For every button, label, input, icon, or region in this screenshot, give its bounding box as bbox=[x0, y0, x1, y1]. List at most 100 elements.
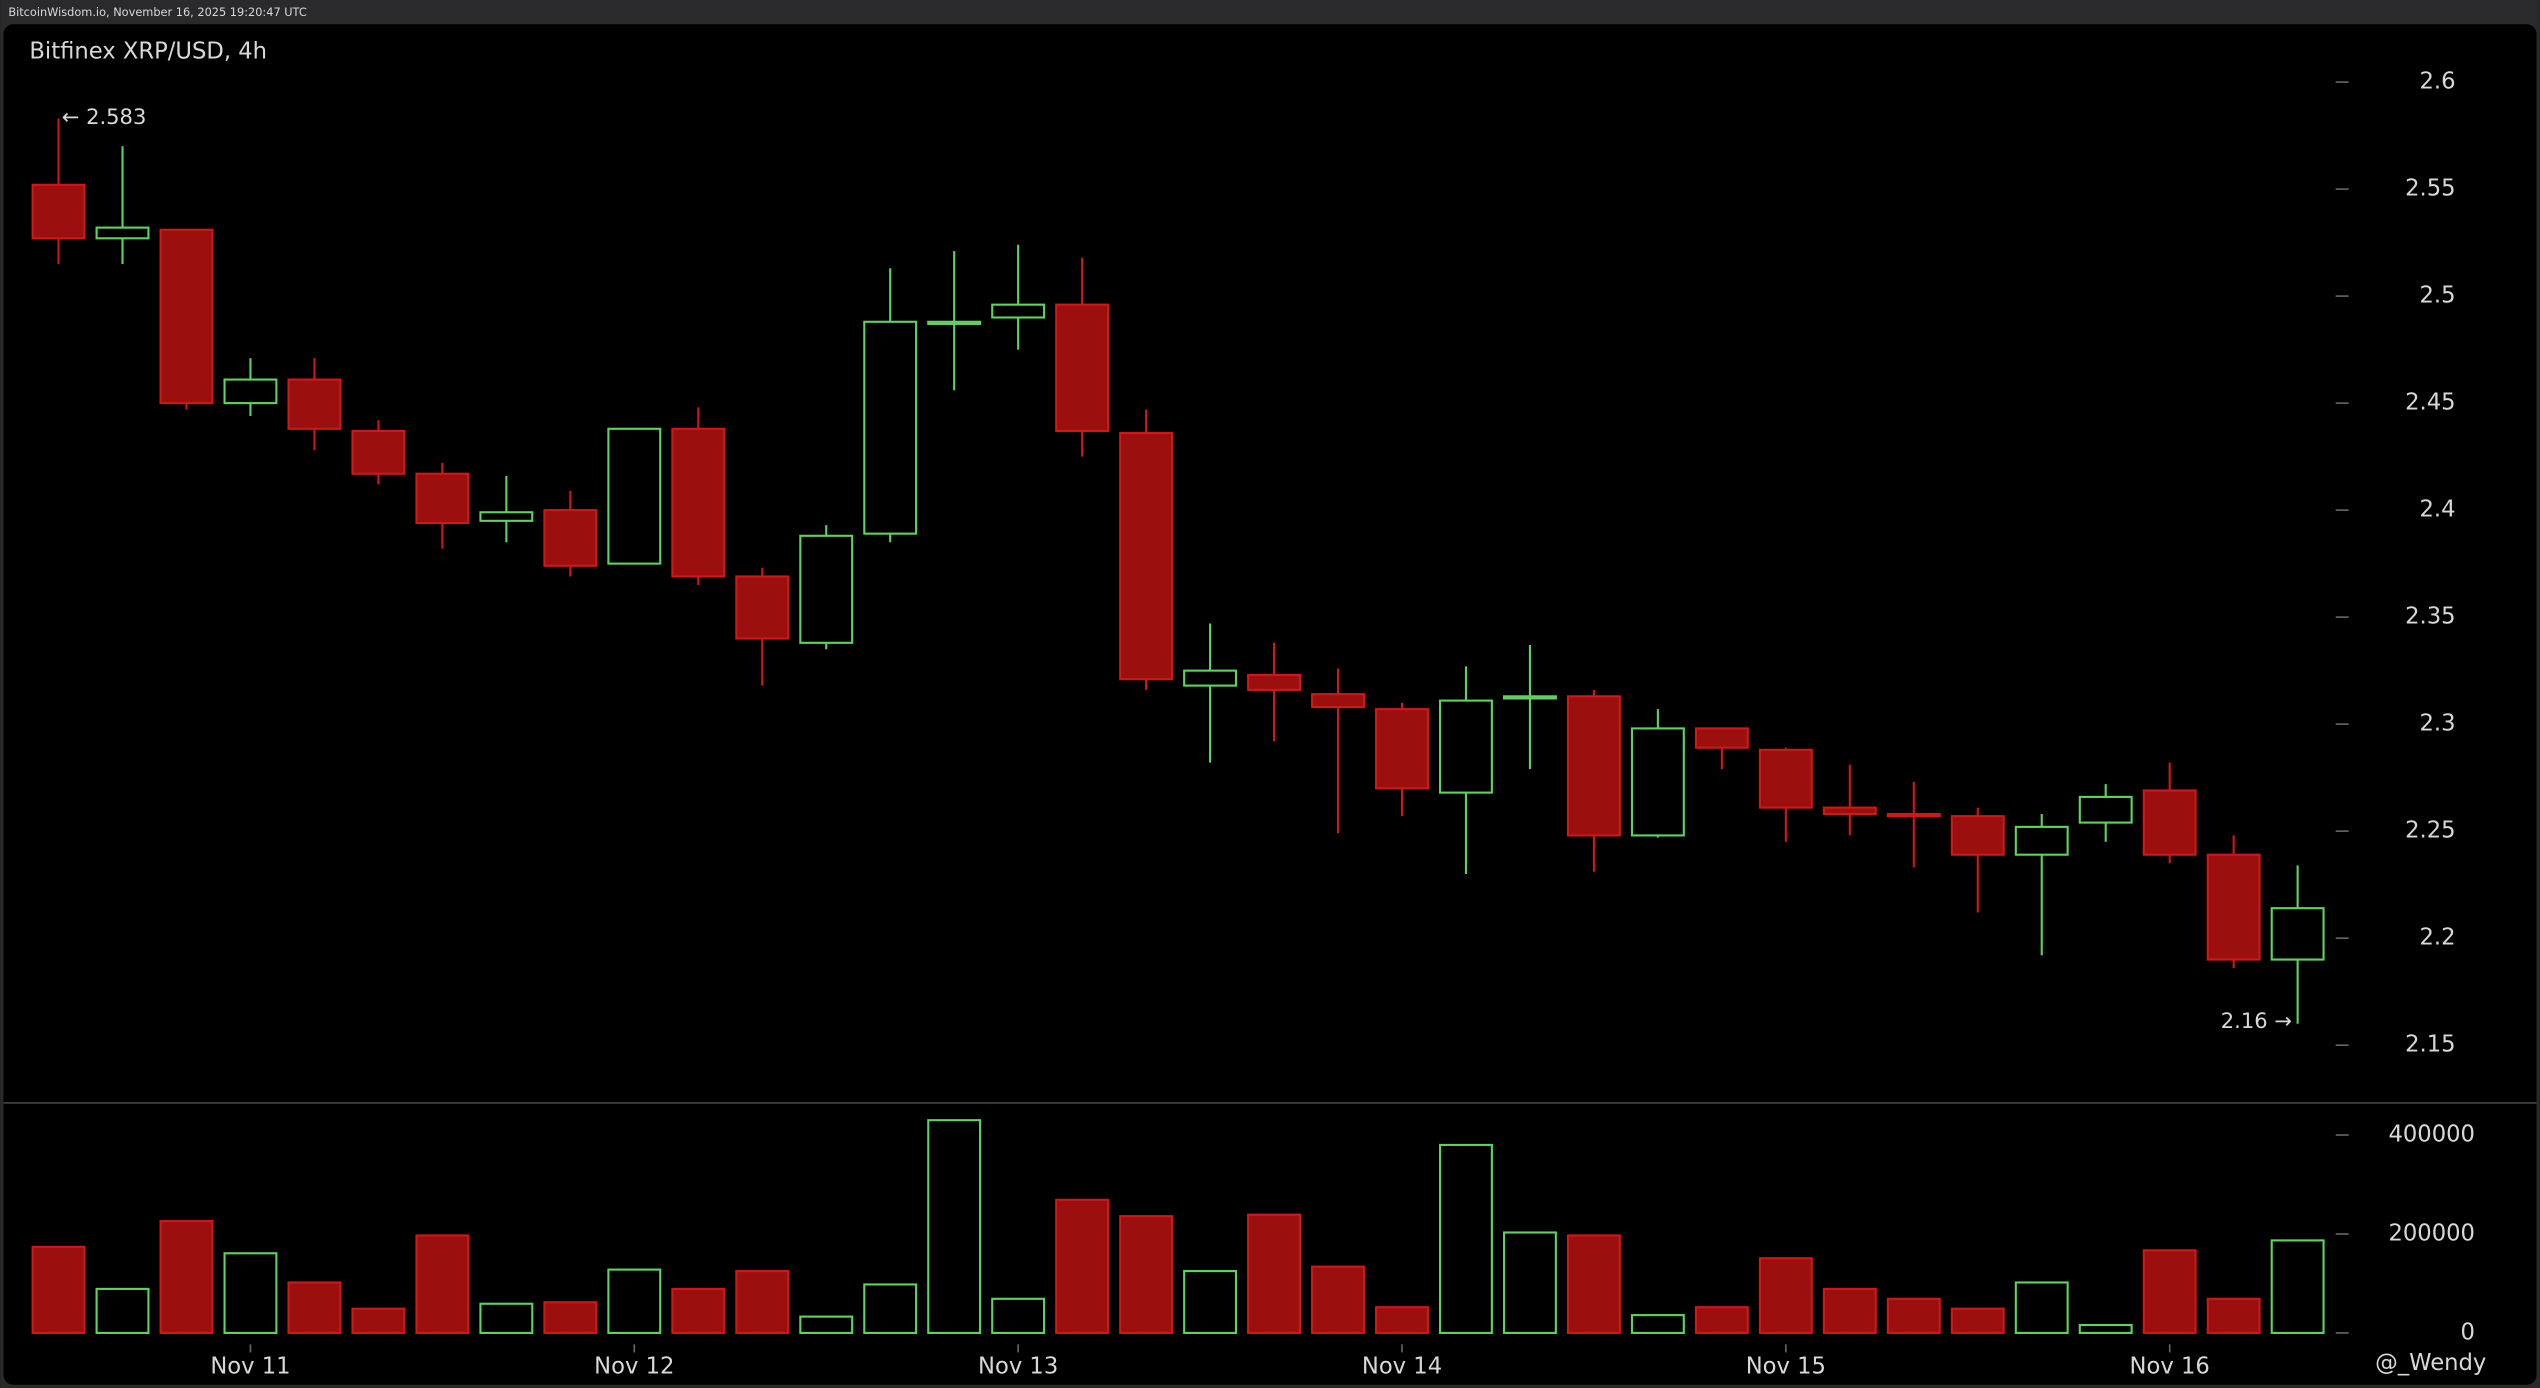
candle-body bbox=[1886, 812, 1941, 818]
y-tick-label: 2.15 bbox=[2405, 1032, 2455, 1058]
volume-bar bbox=[1119, 1215, 1174, 1334]
volume-bar bbox=[1630, 1314, 1685, 1334]
volume-bar bbox=[1822, 1287, 1877, 1334]
volume-bar bbox=[1375, 1306, 1429, 1334]
candle-body bbox=[223, 378, 278, 405]
y-tick-label: 2.5 bbox=[2420, 283, 2456, 309]
candle-body bbox=[799, 534, 854, 644]
volume-bar bbox=[927, 1119, 982, 1334]
volume-bar bbox=[2270, 1239, 2325, 1334]
y-tick-label: 2.55 bbox=[2405, 176, 2455, 202]
volume-bar bbox=[1311, 1265, 1365, 1334]
volume-bar bbox=[1055, 1198, 1110, 1334]
volume-tick-label: 200000 bbox=[2388, 1220, 2475, 1246]
candle-body bbox=[1758, 748, 1813, 809]
volume-bar bbox=[1439, 1143, 1493, 1334]
volume-bar bbox=[415, 1234, 470, 1334]
y-tick-label: 2.6 bbox=[2420, 69, 2456, 95]
candle-body bbox=[351, 429, 406, 475]
chart-title: Bitfinex XRP/USD, 4h bbox=[29, 38, 267, 64]
annotation: 2.16 → bbox=[2221, 1008, 2292, 1033]
candle-body bbox=[671, 427, 726, 578]
candle-body bbox=[2206, 853, 2261, 961]
volume-bar bbox=[543, 1301, 598, 1334]
volume-bar bbox=[2142, 1249, 2197, 1334]
x-tick-label: Nov 14 bbox=[1362, 1353, 1442, 1379]
candle-body bbox=[31, 183, 86, 240]
candle-body bbox=[2270, 907, 2325, 961]
candle-body bbox=[1055, 303, 1110, 432]
candle-body bbox=[1247, 673, 1302, 691]
volume-bar bbox=[351, 1307, 406, 1334]
candle-body bbox=[159, 228, 214, 405]
volume-bar bbox=[1694, 1306, 1749, 1334]
candle-body bbox=[1822, 806, 1877, 816]
candle-body bbox=[607, 427, 662, 565]
candle-body bbox=[287, 378, 342, 430]
header: BitcoinWisdom.io, November 16, 2025 19:2… bbox=[8, 5, 306, 19]
candle-body bbox=[95, 226, 150, 240]
volume-tick-label: 400000 bbox=[2388, 1122, 2475, 1148]
candle-body bbox=[991, 303, 1046, 319]
candle-body bbox=[1439, 699, 1493, 794]
x-tick-label: Nov 11 bbox=[210, 1353, 290, 1379]
x-tick-label: Nov 15 bbox=[1746, 1353, 1826, 1379]
y-tick-label: 2.3 bbox=[2420, 711, 2456, 737]
volume-bar bbox=[607, 1268, 662, 1334]
volume-bar bbox=[1566, 1234, 1621, 1334]
volume-bar bbox=[991, 1297, 1046, 1334]
y-tick-label: 2.35 bbox=[2405, 604, 2455, 630]
volume-bar bbox=[1247, 1213, 1302, 1334]
candle-body bbox=[2078, 795, 2133, 824]
volume-bar bbox=[31, 1245, 86, 1334]
candle-body bbox=[927, 320, 982, 325]
candle-body bbox=[1630, 727, 1685, 837]
candle-body bbox=[1502, 695, 1557, 700]
volume-bar bbox=[479, 1302, 534, 1334]
candle-body bbox=[479, 511, 534, 522]
x-tick-label: Nov 13 bbox=[978, 1353, 1058, 1379]
x-tick-label: Nov 12 bbox=[594, 1353, 674, 1379]
annotation: ← 2.583 bbox=[62, 104, 147, 129]
y-tick-label: 2.25 bbox=[2405, 818, 2455, 844]
candle-body bbox=[2142, 789, 2197, 856]
volume-tick-label: 0 bbox=[2461, 1319, 2475, 1345]
volume-bar bbox=[95, 1287, 150, 1334]
plot: 2.15 2.2 2.25 2.3 2.35 2.4 2.45 2.5 2.55 2.6 0 2000… bbox=[31, 69, 2475, 1379]
candle-body bbox=[863, 320, 918, 535]
candle-body bbox=[1311, 693, 1365, 709]
volume-bar bbox=[2014, 1281, 2069, 1334]
chart-panel bbox=[3, 24, 2537, 1385]
watermark: @_Wendy bbox=[2375, 1350, 2486, 1376]
y-tick-label: 2.2 bbox=[2420, 925, 2456, 951]
y-tick-label: 2.45 bbox=[2405, 390, 2455, 416]
candle-body bbox=[1694, 727, 1749, 749]
candle-body bbox=[415, 472, 470, 525]
x-tick-label: Nov 16 bbox=[2130, 1353, 2210, 1379]
candle-body bbox=[543, 509, 598, 567]
y-tick-label: 2.4 bbox=[2420, 497, 2456, 523]
volume-bar bbox=[287, 1281, 342, 1334]
candle-body bbox=[1566, 695, 1621, 837]
volume-bar bbox=[2078, 1323, 2133, 1334]
candle-body bbox=[735, 575, 790, 640]
volume-bar bbox=[1183, 1270, 1238, 1334]
volume-bar bbox=[863, 1283, 918, 1334]
volume-bar bbox=[223, 1252, 278, 1334]
volume-bar bbox=[159, 1220, 214, 1334]
volume-bar bbox=[1502, 1231, 1557, 1334]
volume-bar bbox=[799, 1315, 854, 1334]
volume-bar bbox=[671, 1287, 726, 1334]
volume-bar bbox=[1950, 1307, 2005, 1334]
volume-bar bbox=[1758, 1257, 1813, 1334]
candle-body bbox=[1950, 815, 2005, 856]
candle-body bbox=[1119, 432, 1174, 681]
volume-bar bbox=[735, 1270, 790, 1334]
candle-body bbox=[2014, 825, 2069, 856]
volume-bar bbox=[1886, 1297, 1941, 1334]
candle-body bbox=[1183, 669, 1238, 687]
volume-bar bbox=[2206, 1297, 2261, 1334]
candle-body bbox=[1375, 708, 1429, 790]
